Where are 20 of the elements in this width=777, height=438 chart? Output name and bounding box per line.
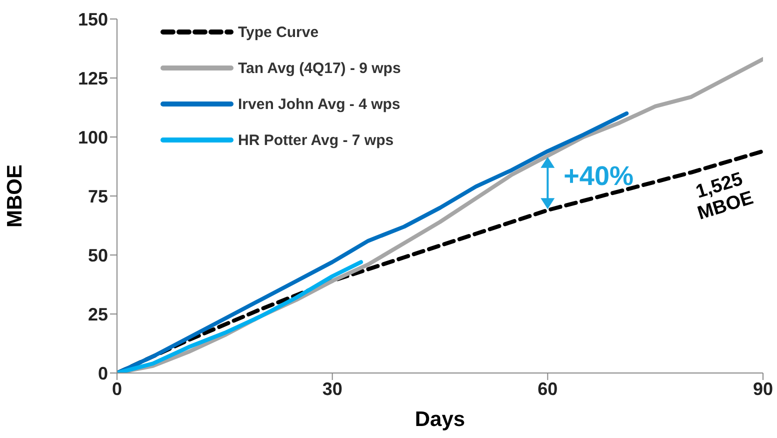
x-tick-label: 0 bbox=[112, 378, 122, 399]
legend-label: Irven John Avg - 4 wps bbox=[238, 96, 400, 112]
y-tick-label: 25 bbox=[88, 304, 108, 324]
annotation: +40% bbox=[564, 161, 634, 192]
y-tick-label: 125 bbox=[78, 68, 108, 88]
x-axis-title: Days bbox=[414, 408, 466, 431]
y-tick-label: 50 bbox=[88, 245, 108, 266]
x-tick-label: 90 bbox=[752, 378, 774, 399]
y-tick-label: 0 bbox=[98, 363, 108, 384]
y-tick-label: 100 bbox=[78, 127, 108, 148]
annotation: 1,525 MBOE bbox=[694, 168, 756, 224]
y-axis-title: MBOE bbox=[3, 164, 26, 228]
line-series bbox=[117, 260, 364, 373]
y-tick-label: 75 bbox=[88, 186, 108, 206]
x-tick-label: 60 bbox=[538, 378, 558, 399]
x-tick-label: 30 bbox=[322, 378, 342, 399]
legend-label: Type Curve bbox=[238, 24, 319, 40]
y-tick-label: 150 bbox=[78, 9, 108, 30]
legend-label: HR Potter Avg - 7 wps bbox=[238, 132, 394, 148]
legend-label: Tan Avg (4Q17) - 9 wps bbox=[238, 60, 401, 76]
